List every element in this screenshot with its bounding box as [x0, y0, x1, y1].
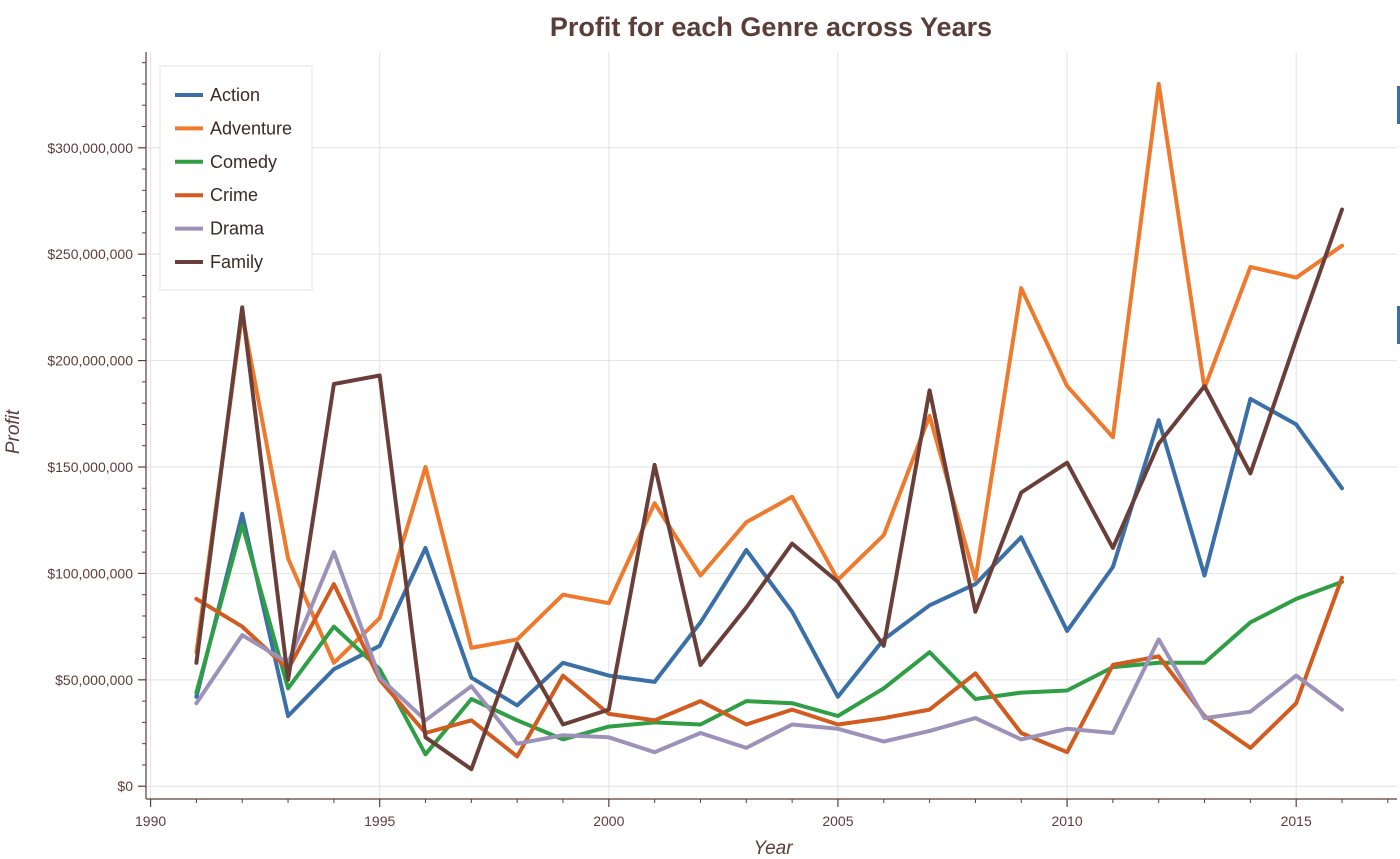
edge-mark: [1397, 306, 1400, 344]
series-line-action: [194, 396, 1344, 718]
series-line-drama: [194, 550, 1344, 755]
legend-label: Action: [210, 85, 260, 105]
x-tick-label: 2015: [1281, 813, 1312, 829]
x-tick-label: 2005: [822, 813, 853, 829]
y-axis-label: Profit: [3, 409, 24, 454]
legend: Action Adventure Comedy Crime Drama Family: [159, 65, 313, 291]
series-lines: [194, 81, 1344, 772]
legend-label: Comedy: [210, 152, 277, 172]
series-line-adventure: [194, 81, 1344, 665]
legend-label: Family: [210, 252, 263, 272]
y-tick-label: $50,000,000: [55, 672, 133, 688]
chart-title: Profit for each Genre across Years: [550, 12, 992, 42]
axes: $0 $50,000,000 $100,000,000 $150,000,000 $20…: [47, 52, 1400, 829]
y-tick-label: $0: [117, 778, 133, 794]
x-axis-label: Year: [753, 838, 793, 859]
edge-mark: [1397, 86, 1400, 124]
y-tick-label: $200,000,000: [47, 353, 133, 369]
legend-label: Drama: [210, 219, 265, 239]
y-tick-label: $100,000,000: [47, 565, 133, 581]
x-tick-label: 1995: [364, 813, 395, 829]
series-line-family: [194, 207, 1344, 772]
y-tick-label: $150,000,000: [47, 459, 133, 475]
x-tick-label: 2000: [593, 813, 624, 829]
x-tick-label: 2010: [1051, 813, 1082, 829]
legend-box: [159, 65, 313, 291]
legend-label: Crime: [210, 185, 258, 205]
y-tick-label: $250,000,000: [47, 246, 133, 262]
x-tick-label: 1990: [135, 813, 166, 829]
legend-label: Adventure: [210, 118, 292, 138]
y-tick-label: $300,000,000: [47, 140, 133, 156]
